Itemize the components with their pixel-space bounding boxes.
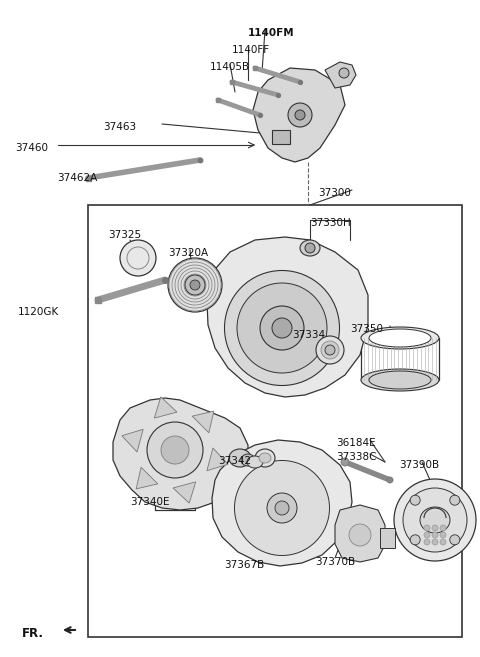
Ellipse shape xyxy=(321,341,339,359)
Circle shape xyxy=(440,539,446,545)
Circle shape xyxy=(295,110,305,120)
Circle shape xyxy=(424,532,430,538)
Ellipse shape xyxy=(361,327,439,349)
Polygon shape xyxy=(192,411,214,433)
Circle shape xyxy=(288,103,312,127)
Polygon shape xyxy=(154,397,177,418)
Circle shape xyxy=(432,539,438,545)
Text: 1120GK: 1120GK xyxy=(18,307,59,317)
Ellipse shape xyxy=(369,329,431,347)
Ellipse shape xyxy=(259,453,271,463)
Polygon shape xyxy=(207,448,228,470)
Text: 37340E: 37340E xyxy=(130,497,169,507)
Ellipse shape xyxy=(225,271,339,386)
Circle shape xyxy=(272,318,292,338)
Ellipse shape xyxy=(300,240,320,256)
Text: 37370B: 37370B xyxy=(315,557,355,567)
Ellipse shape xyxy=(420,507,450,533)
Text: 37300: 37300 xyxy=(318,188,351,198)
Polygon shape xyxy=(122,429,143,452)
Ellipse shape xyxy=(394,479,476,561)
Circle shape xyxy=(440,532,446,538)
Circle shape xyxy=(161,436,189,464)
Text: 37334: 37334 xyxy=(292,330,325,340)
Circle shape xyxy=(260,306,304,350)
Circle shape xyxy=(275,501,289,515)
Polygon shape xyxy=(335,505,385,562)
Polygon shape xyxy=(325,62,356,88)
Circle shape xyxy=(450,535,460,545)
Text: 1140FM: 1140FM xyxy=(248,28,295,38)
Polygon shape xyxy=(207,237,368,397)
Text: 37463: 37463 xyxy=(103,122,136,132)
Ellipse shape xyxy=(235,461,329,556)
Ellipse shape xyxy=(168,258,222,312)
Polygon shape xyxy=(212,440,352,566)
Bar xyxy=(88,205,462,637)
Ellipse shape xyxy=(241,454,255,466)
Ellipse shape xyxy=(237,283,327,373)
Ellipse shape xyxy=(325,345,335,355)
Text: 37460: 37460 xyxy=(15,143,48,153)
Circle shape xyxy=(305,243,315,253)
Circle shape xyxy=(424,539,430,545)
Ellipse shape xyxy=(247,456,263,468)
Circle shape xyxy=(424,525,430,531)
Circle shape xyxy=(450,495,460,505)
Circle shape xyxy=(185,275,205,295)
Circle shape xyxy=(267,493,297,523)
Polygon shape xyxy=(113,398,248,510)
Ellipse shape xyxy=(255,449,275,467)
Circle shape xyxy=(147,422,203,478)
Text: 37330H: 37330H xyxy=(310,218,351,228)
Text: 36184E: 36184E xyxy=(336,438,376,448)
Text: 37338C: 37338C xyxy=(336,452,376,462)
Text: 37342: 37342 xyxy=(218,456,251,466)
Circle shape xyxy=(339,68,349,78)
Ellipse shape xyxy=(369,371,431,389)
Circle shape xyxy=(432,525,438,531)
Text: 37367B: 37367B xyxy=(224,560,264,570)
Polygon shape xyxy=(173,482,196,503)
Text: 37462A: 37462A xyxy=(57,173,97,183)
Circle shape xyxy=(410,495,420,505)
Ellipse shape xyxy=(349,524,371,546)
Circle shape xyxy=(410,535,420,545)
Text: 11405B: 11405B xyxy=(210,62,250,72)
Ellipse shape xyxy=(316,336,344,364)
Text: 1140FF: 1140FF xyxy=(232,45,270,55)
Text: FR.: FR. xyxy=(22,627,44,640)
Circle shape xyxy=(387,477,393,483)
Circle shape xyxy=(190,280,200,290)
Circle shape xyxy=(432,532,438,538)
Text: 37390B: 37390B xyxy=(399,460,439,470)
Circle shape xyxy=(341,458,349,466)
Polygon shape xyxy=(253,68,345,162)
Ellipse shape xyxy=(120,240,156,276)
Ellipse shape xyxy=(229,449,251,467)
Circle shape xyxy=(440,525,446,531)
Bar xyxy=(272,130,290,144)
Ellipse shape xyxy=(403,488,467,552)
Text: 37325: 37325 xyxy=(108,230,141,240)
Bar xyxy=(380,528,395,548)
Ellipse shape xyxy=(361,369,439,391)
Text: 37320A: 37320A xyxy=(168,248,208,258)
Polygon shape xyxy=(136,467,158,489)
Text: 37350: 37350 xyxy=(350,324,383,334)
